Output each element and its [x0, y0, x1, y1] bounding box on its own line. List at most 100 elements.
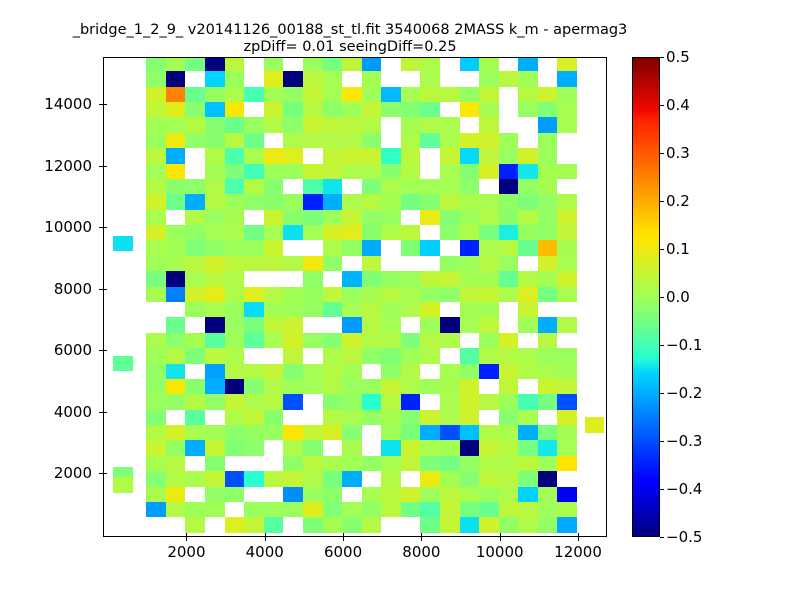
heatmap-cell [283, 102, 303, 118]
heatmap-cell [322, 302, 343, 318]
heatmap-cell [224, 348, 245, 364]
heatmap-cell [342, 363, 362, 379]
heatmap-cell [400, 102, 421, 118]
heatmap-cell [244, 286, 264, 302]
heatmap-cell [518, 425, 538, 441]
heatmap-cell [302, 486, 323, 502]
x-tick-mark [499, 537, 501, 541]
heatmap-cell [224, 486, 245, 502]
heatmap-cell [440, 132, 460, 149]
heatmap-cell [205, 440, 225, 456]
heatmap-cell [205, 363, 225, 379]
heatmap-cell [342, 348, 362, 364]
heatmap-cell [498, 71, 519, 87]
heatmap-cell [342, 317, 362, 333]
heatmap-axes[interactable] [103, 57, 607, 537]
heatmap-cell [381, 225, 401, 241]
heatmap-cell [420, 302, 440, 318]
heatmap-cell [263, 71, 284, 87]
heatmap-cell [113, 355, 133, 372]
heatmap-cell [440, 440, 460, 456]
heatmap-cell [537, 194, 558, 210]
heatmap-cell [518, 471, 538, 487]
heatmap-cell [400, 455, 421, 472]
colorbar-tick-label: 0.1 [666, 240, 690, 258]
heatmap-cell [479, 163, 499, 179]
heatmap-cell [322, 71, 343, 87]
heatmap-cell [205, 471, 225, 487]
heatmap-cell [185, 502, 206, 518]
heatmap-cell [113, 235, 133, 252]
colorbar[interactable] [632, 57, 660, 537]
heatmap-cell [459, 409, 480, 426]
heatmap-cell [302, 332, 323, 349]
heatmap-cell [420, 240, 440, 256]
heatmap-cell [420, 209, 440, 226]
heatmap-cell [479, 255, 499, 272]
heatmap-cell [459, 455, 480, 472]
colorbar-tick-mark [660, 105, 664, 106]
heatmap-cell [302, 86, 323, 102]
heatmap-cell [537, 394, 558, 410]
heatmap-cell [537, 502, 558, 518]
heatmap-cell [322, 209, 343, 226]
heatmap-cell [381, 317, 401, 333]
heatmap-cell [557, 363, 578, 379]
heatmap-cell [557, 286, 578, 302]
heatmap-cell [459, 302, 480, 318]
heatmap-cell [342, 332, 362, 349]
heatmap-cell [244, 178, 264, 195]
heatmap-cell [440, 286, 460, 302]
heatmap-cell [400, 178, 421, 195]
heatmap-cell [224, 178, 245, 195]
colorbar-tick-label: −0.4 [666, 480, 703, 498]
heatmap-cell [440, 317, 460, 333]
heatmap-cell [283, 302, 303, 318]
heatmap-cell [263, 286, 284, 302]
heatmap-cell [224, 286, 245, 302]
heatmap-cell [283, 425, 303, 441]
heatmap-cell [224, 471, 245, 487]
heatmap-cell [518, 178, 538, 195]
heatmap-cell [302, 440, 323, 456]
heatmap-cell [224, 148, 245, 164]
heatmap-cell [322, 425, 343, 441]
heatmap-cell [537, 148, 558, 164]
x-tick-mark-inner [264, 533, 266, 537]
heatmap-cell [459, 225, 480, 241]
colorbar-tick-label: 0.0 [666, 288, 690, 306]
heatmap-cell [244, 317, 264, 333]
heatmap-cell [283, 209, 303, 226]
heatmap-cell [283, 394, 303, 410]
heatmap-cell [361, 240, 382, 256]
heatmap-cell [459, 425, 480, 441]
heatmap-cell [302, 517, 323, 533]
heatmap-cell [185, 394, 206, 410]
heatmap-cell [420, 86, 440, 102]
heatmap-cell [479, 148, 499, 164]
heatmap-cell [381, 194, 401, 210]
heatmap-cell [537, 225, 558, 241]
heatmap-cell [459, 486, 480, 502]
heatmap-cell [584, 417, 605, 433]
y-tick-mark [99, 227, 103, 229]
y-tick-mark-inner [103, 165, 107, 167]
heatmap-cell [557, 240, 578, 256]
heatmap-cell [165, 455, 186, 472]
heatmap-cell [205, 102, 225, 118]
heatmap-cell [185, 209, 206, 226]
title-line-1: _bridge_1_2_9_ v20141126_00188_st_tl.fit… [72, 22, 628, 38]
x-tick-mark [578, 537, 580, 541]
heatmap-cell [165, 332, 186, 349]
heatmap-cell [420, 409, 440, 426]
heatmap-cell [165, 425, 186, 441]
heatmap-cell [146, 71, 166, 87]
heatmap-cell [557, 517, 578, 533]
heatmap-cell [244, 440, 264, 456]
x-tick-mark-inner [186, 533, 188, 537]
heatmap-cell [498, 286, 519, 302]
heatmap-cell [381, 440, 401, 456]
heatmap-cell [342, 225, 362, 241]
heatmap-cell [400, 394, 421, 410]
heatmap-cell [381, 163, 401, 179]
